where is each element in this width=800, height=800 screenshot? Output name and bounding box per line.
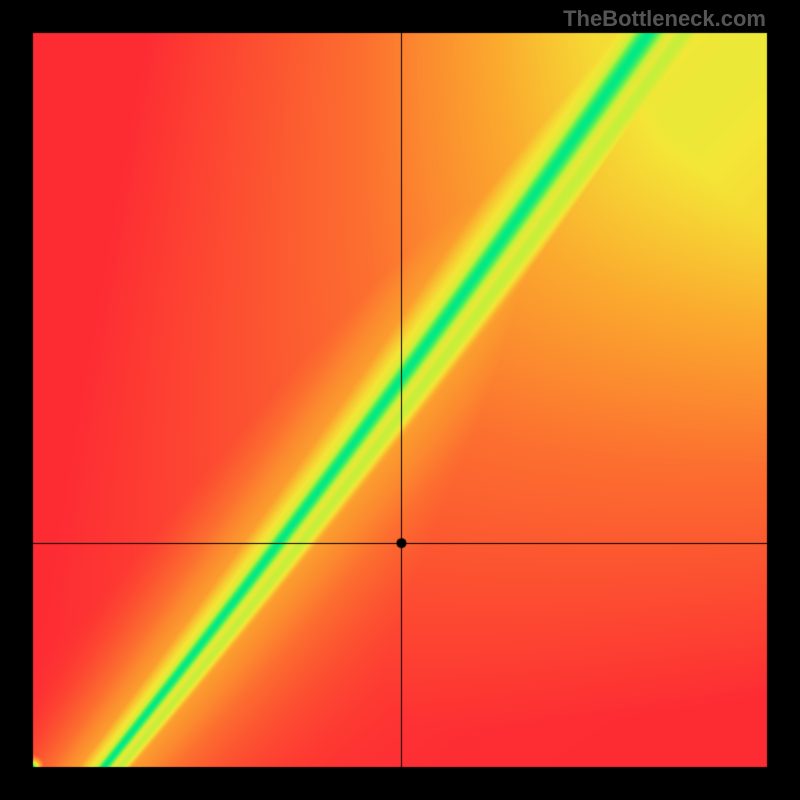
bottleneck-heatmap-canvas [0,0,800,800]
chart-container: TheBottleneck.com [0,0,800,800]
watermark-text: TheBottleneck.com [563,6,766,32]
